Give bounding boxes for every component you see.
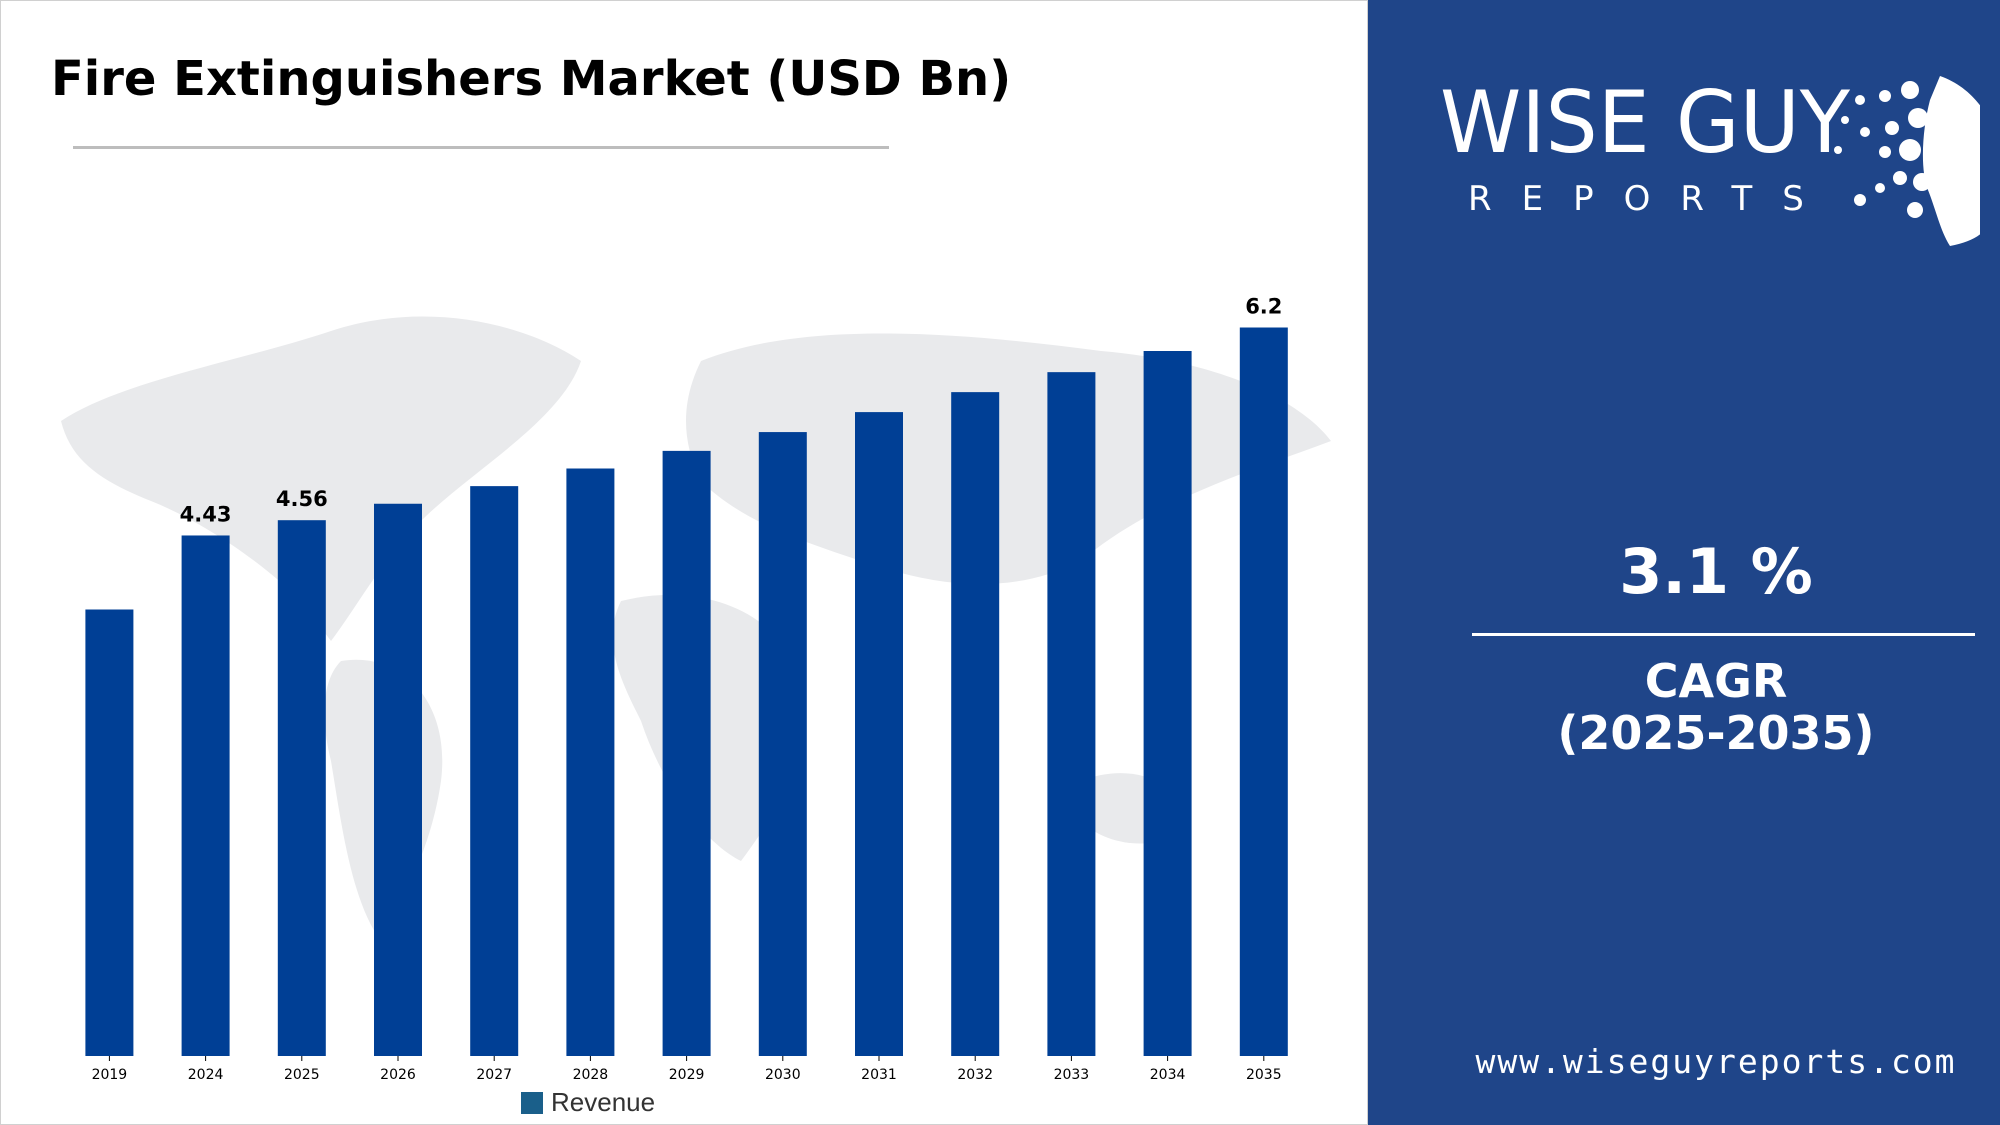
x-tick-label: 2026 [380, 1067, 416, 1083]
legend-label: Revenue [551, 1087, 656, 1117]
bar-2024 [181, 535, 230, 1056]
bar-2031 [855, 412, 903, 1057]
website-link[interactable]: www.wiseguyreports.com [1475, 1042, 1957, 1081]
cagr-label-period: (2025-2035) [1557, 706, 1875, 760]
sidebar-panel: WISE GUY REPORTS 3.1 % CAGR (2025-2035) … [1368, 0, 2000, 1125]
title-divider [73, 146, 889, 149]
logo-main-text: WISE GUY [1440, 73, 1850, 173]
cagr-label-line1: CAGR [1644, 654, 1788, 708]
bar-2025 [277, 520, 326, 1056]
bar-2019 [85, 609, 134, 1056]
bar-2030 [758, 432, 807, 1056]
bar-2032 [951, 392, 1000, 1056]
data-label-2024: 4.43 [180, 502, 232, 526]
data-label-2035: 6.2 [1245, 295, 1282, 319]
bar-chart: 2019 2024 4.43 2025 4.56 2026 2027 2028 2029 2030… [85, 295, 1288, 1083]
wise-guy-reports-logo: WISE GUY REPORTS [1440, 73, 1980, 246]
chart-panel: 2019 2024 4.43 2025 4.56 2026 2027 2028 2029 2030… [0, 0, 1368, 1125]
x-tick-label: 2025 [284, 1067, 320, 1083]
chart-legend: Revenue [521, 1087, 655, 1118]
x-tick-label: 2024 [188, 1067, 224, 1083]
x-tick-label: 2035 [1246, 1067, 1282, 1083]
bar-2033 [1047, 372, 1096, 1056]
bar-2035 [1239, 327, 1288, 1056]
x-tick-label: 2019 [92, 1067, 128, 1083]
bar-2029 [662, 450, 711, 1056]
cagr-value: 3.1 % [1619, 535, 1813, 608]
logo-head-icon [1834, 76, 1980, 246]
x-tick-label: 2028 [573, 1067, 609, 1083]
x-tick-label: 2031 [861, 1067, 897, 1083]
x-tick-label: 2032 [957, 1067, 993, 1083]
x-tick-label: 2027 [476, 1067, 512, 1083]
x-tick-label: 2033 [1054, 1067, 1090, 1083]
data-label-2025: 4.56 [276, 487, 328, 511]
cagr-label: CAGR (2025-2035) [1368, 655, 2000, 759]
x-tick-label: 2030 [765, 1067, 801, 1083]
cagr-divider [1472, 633, 1975, 636]
bar-2028 [566, 468, 615, 1056]
x-tick-label: 2034 [1150, 1067, 1186, 1083]
bar-2027 [470, 486, 519, 1056]
x-tick-label: 2029 [669, 1067, 705, 1083]
chart-title: Fire Extinguishers Market (USD Bn) [51, 51, 1012, 107]
logo-sub-text: REPORTS [1468, 179, 1834, 219]
bar-2034 [1143, 351, 1192, 1056]
legend-swatch [521, 1091, 543, 1114]
bar-2026 [374, 503, 422, 1056]
